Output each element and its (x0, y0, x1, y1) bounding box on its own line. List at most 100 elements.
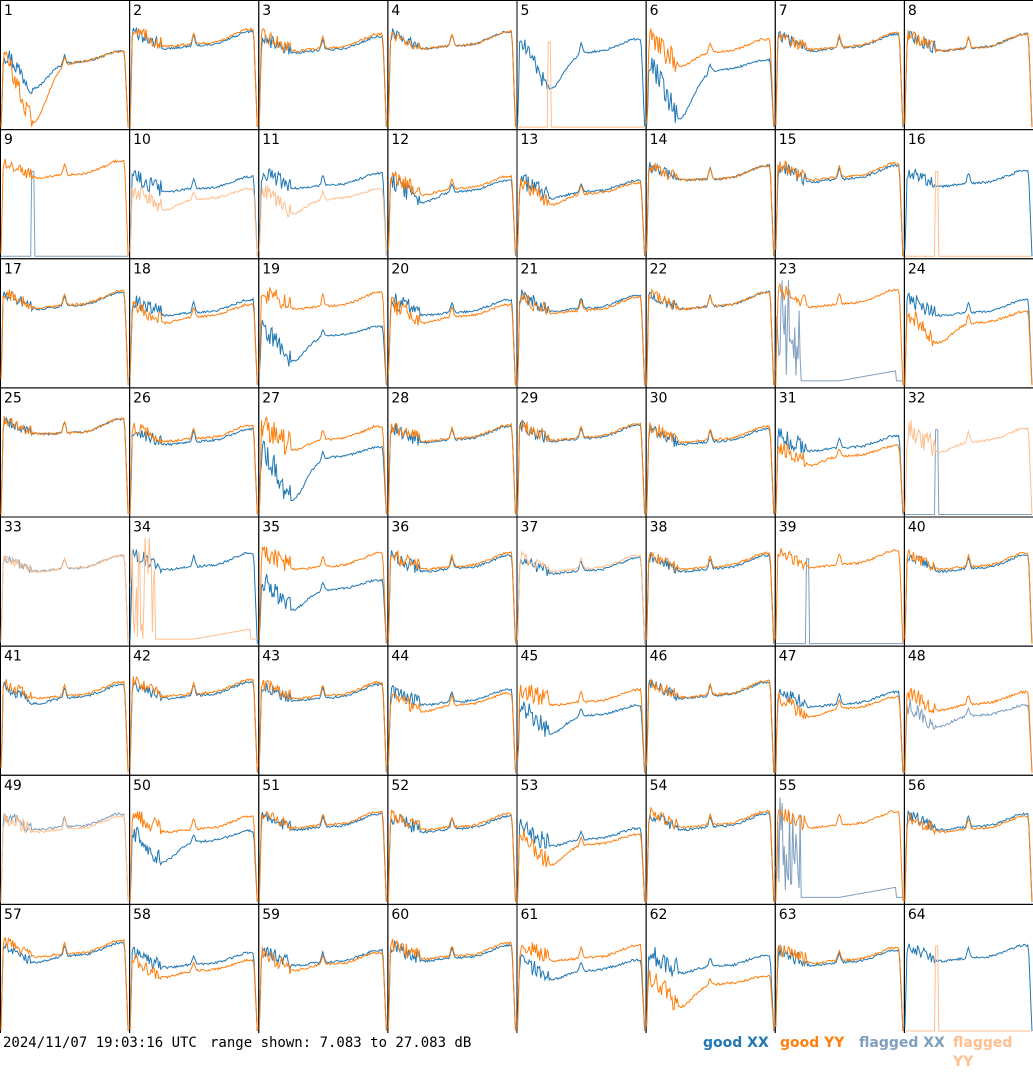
panel-frame (387, 645, 518, 776)
panel-30: 30 (645, 387, 776, 518)
panel-27-xx-series (258, 440, 387, 515)
panel-label: 2 (133, 3, 142, 19)
panel-29: 29 (516, 387, 647, 518)
legend-good-xx: good XX (703, 1035, 769, 1051)
panel-label: 10 (133, 132, 151, 148)
panel-55: 55 (774, 774, 905, 905)
panel-43: 43 (258, 645, 389, 776)
panel-1: 1 (0, 0, 131, 131)
panel-4-yy-series (387, 30, 516, 128)
panel-34-xx-series (129, 548, 258, 644)
panel-label: 37 (521, 520, 539, 536)
panel-frame (774, 387, 905, 518)
panel-42-xx-series (129, 679, 258, 773)
panel-46: 46 (645, 645, 776, 776)
panel-7-yy-series (775, 31, 904, 127)
panel-24-yy-series (904, 309, 1033, 386)
panel-frame (774, 903, 905, 1033)
panel-6: 6 (645, 0, 776, 131)
panel-label: 43 (262, 649, 280, 665)
panel-47-yy-series (775, 692, 904, 773)
panel-label: 56 (908, 778, 926, 794)
panel-30-yy-series (646, 422, 775, 515)
panel-62-xx-series (646, 947, 775, 1032)
panel-8: 8 (903, 0, 1033, 131)
panel-2-yy-series (129, 27, 258, 128)
panel-frame (774, 645, 905, 776)
panel-frame (0, 774, 131, 905)
panel-label: 35 (262, 520, 280, 536)
panel-63: 63 (774, 903, 905, 1033)
panel-frame (516, 516, 647, 647)
panel-17: 17 (0, 258, 131, 389)
panel-12-xx-series (387, 174, 516, 256)
panel-39: 39 (774, 516, 905, 647)
panel-59-yy-series (258, 946, 387, 1032)
panel-21: 21 (516, 258, 647, 389)
panel-3-xx-series (258, 34, 387, 128)
panel-56-yy-series (904, 812, 1033, 902)
panel-frame (0, 645, 131, 776)
panel-label: 42 (133, 649, 151, 665)
panel-26: 26 (129, 387, 260, 518)
panel-59: 59 (258, 903, 389, 1033)
panel-18: 18 (129, 258, 260, 389)
panel-23-xx-series (775, 279, 903, 382)
panel-label: 3 (262, 3, 271, 19)
panel-label: 26 (133, 390, 151, 406)
panel-16: 16 (903, 129, 1033, 260)
panel-8-xx-series (904, 30, 1033, 128)
panel-11: 11 (258, 129, 389, 260)
timestamp: 2024/11/07 19:03:16 UTC (3, 1035, 197, 1051)
panel-label: 31 (779, 390, 797, 406)
panel-49: 49 (0, 774, 131, 905)
panel-17-xx-series (0, 291, 129, 385)
panel-label: 36 (391, 520, 409, 536)
panel-55-xx-series (775, 797, 903, 898)
panel-63-xx-series (775, 945, 904, 1032)
panel-31-yy-series (775, 443, 904, 514)
panel-57-yy-series (0, 936, 129, 1031)
panel-9: 9 (0, 129, 131, 260)
panel-label: 54 (650, 778, 668, 794)
panel-frame (0, 129, 131, 260)
panel-54: 54 (645, 774, 776, 905)
panel-label: 39 (779, 520, 797, 536)
panel-label: 25 (4, 390, 22, 406)
panel-frame (903, 774, 1033, 905)
panel-21-xx-series (517, 289, 646, 386)
panel-frame (645, 774, 776, 905)
panel-36-yy-series (387, 550, 516, 644)
panel-label: 33 (4, 520, 22, 536)
panel-20: 20 (387, 258, 518, 389)
panel-56: 56 (903, 774, 1033, 905)
panel-4-xx-series (387, 28, 516, 127)
panel-53: 53 (516, 774, 647, 905)
panel-frame (387, 0, 518, 131)
panel-37: 37 (516, 516, 647, 647)
panel-48-xx-series (904, 699, 1033, 773)
panel-52: 52 (387, 774, 518, 905)
panel-label: 15 (779, 132, 797, 148)
panel-label: 45 (521, 649, 539, 665)
panel-28: 28 (387, 387, 518, 518)
panel-62: 62 (645, 903, 776, 1033)
panel-frame (258, 774, 389, 905)
panel-58: 58 (129, 903, 260, 1033)
panel-frame (387, 903, 518, 1033)
panel-39-yy-series (775, 548, 904, 644)
panel-27-yy-series (258, 416, 387, 515)
panel-frame (516, 387, 647, 518)
panel-frame (903, 516, 1033, 647)
panel-23: 23 (774, 258, 905, 389)
panel-label: 48 (908, 649, 926, 665)
panel-26-yy-series (129, 422, 258, 515)
panel-label: 59 (262, 907, 280, 923)
panel-53-xx-series (517, 818, 646, 902)
panel-15: 15 (774, 129, 905, 260)
panel-label: 21 (521, 261, 539, 277)
panel-label: 34 (133, 520, 151, 536)
panel-11-yy-series (258, 185, 387, 257)
panel-label: 12 (391, 132, 409, 148)
